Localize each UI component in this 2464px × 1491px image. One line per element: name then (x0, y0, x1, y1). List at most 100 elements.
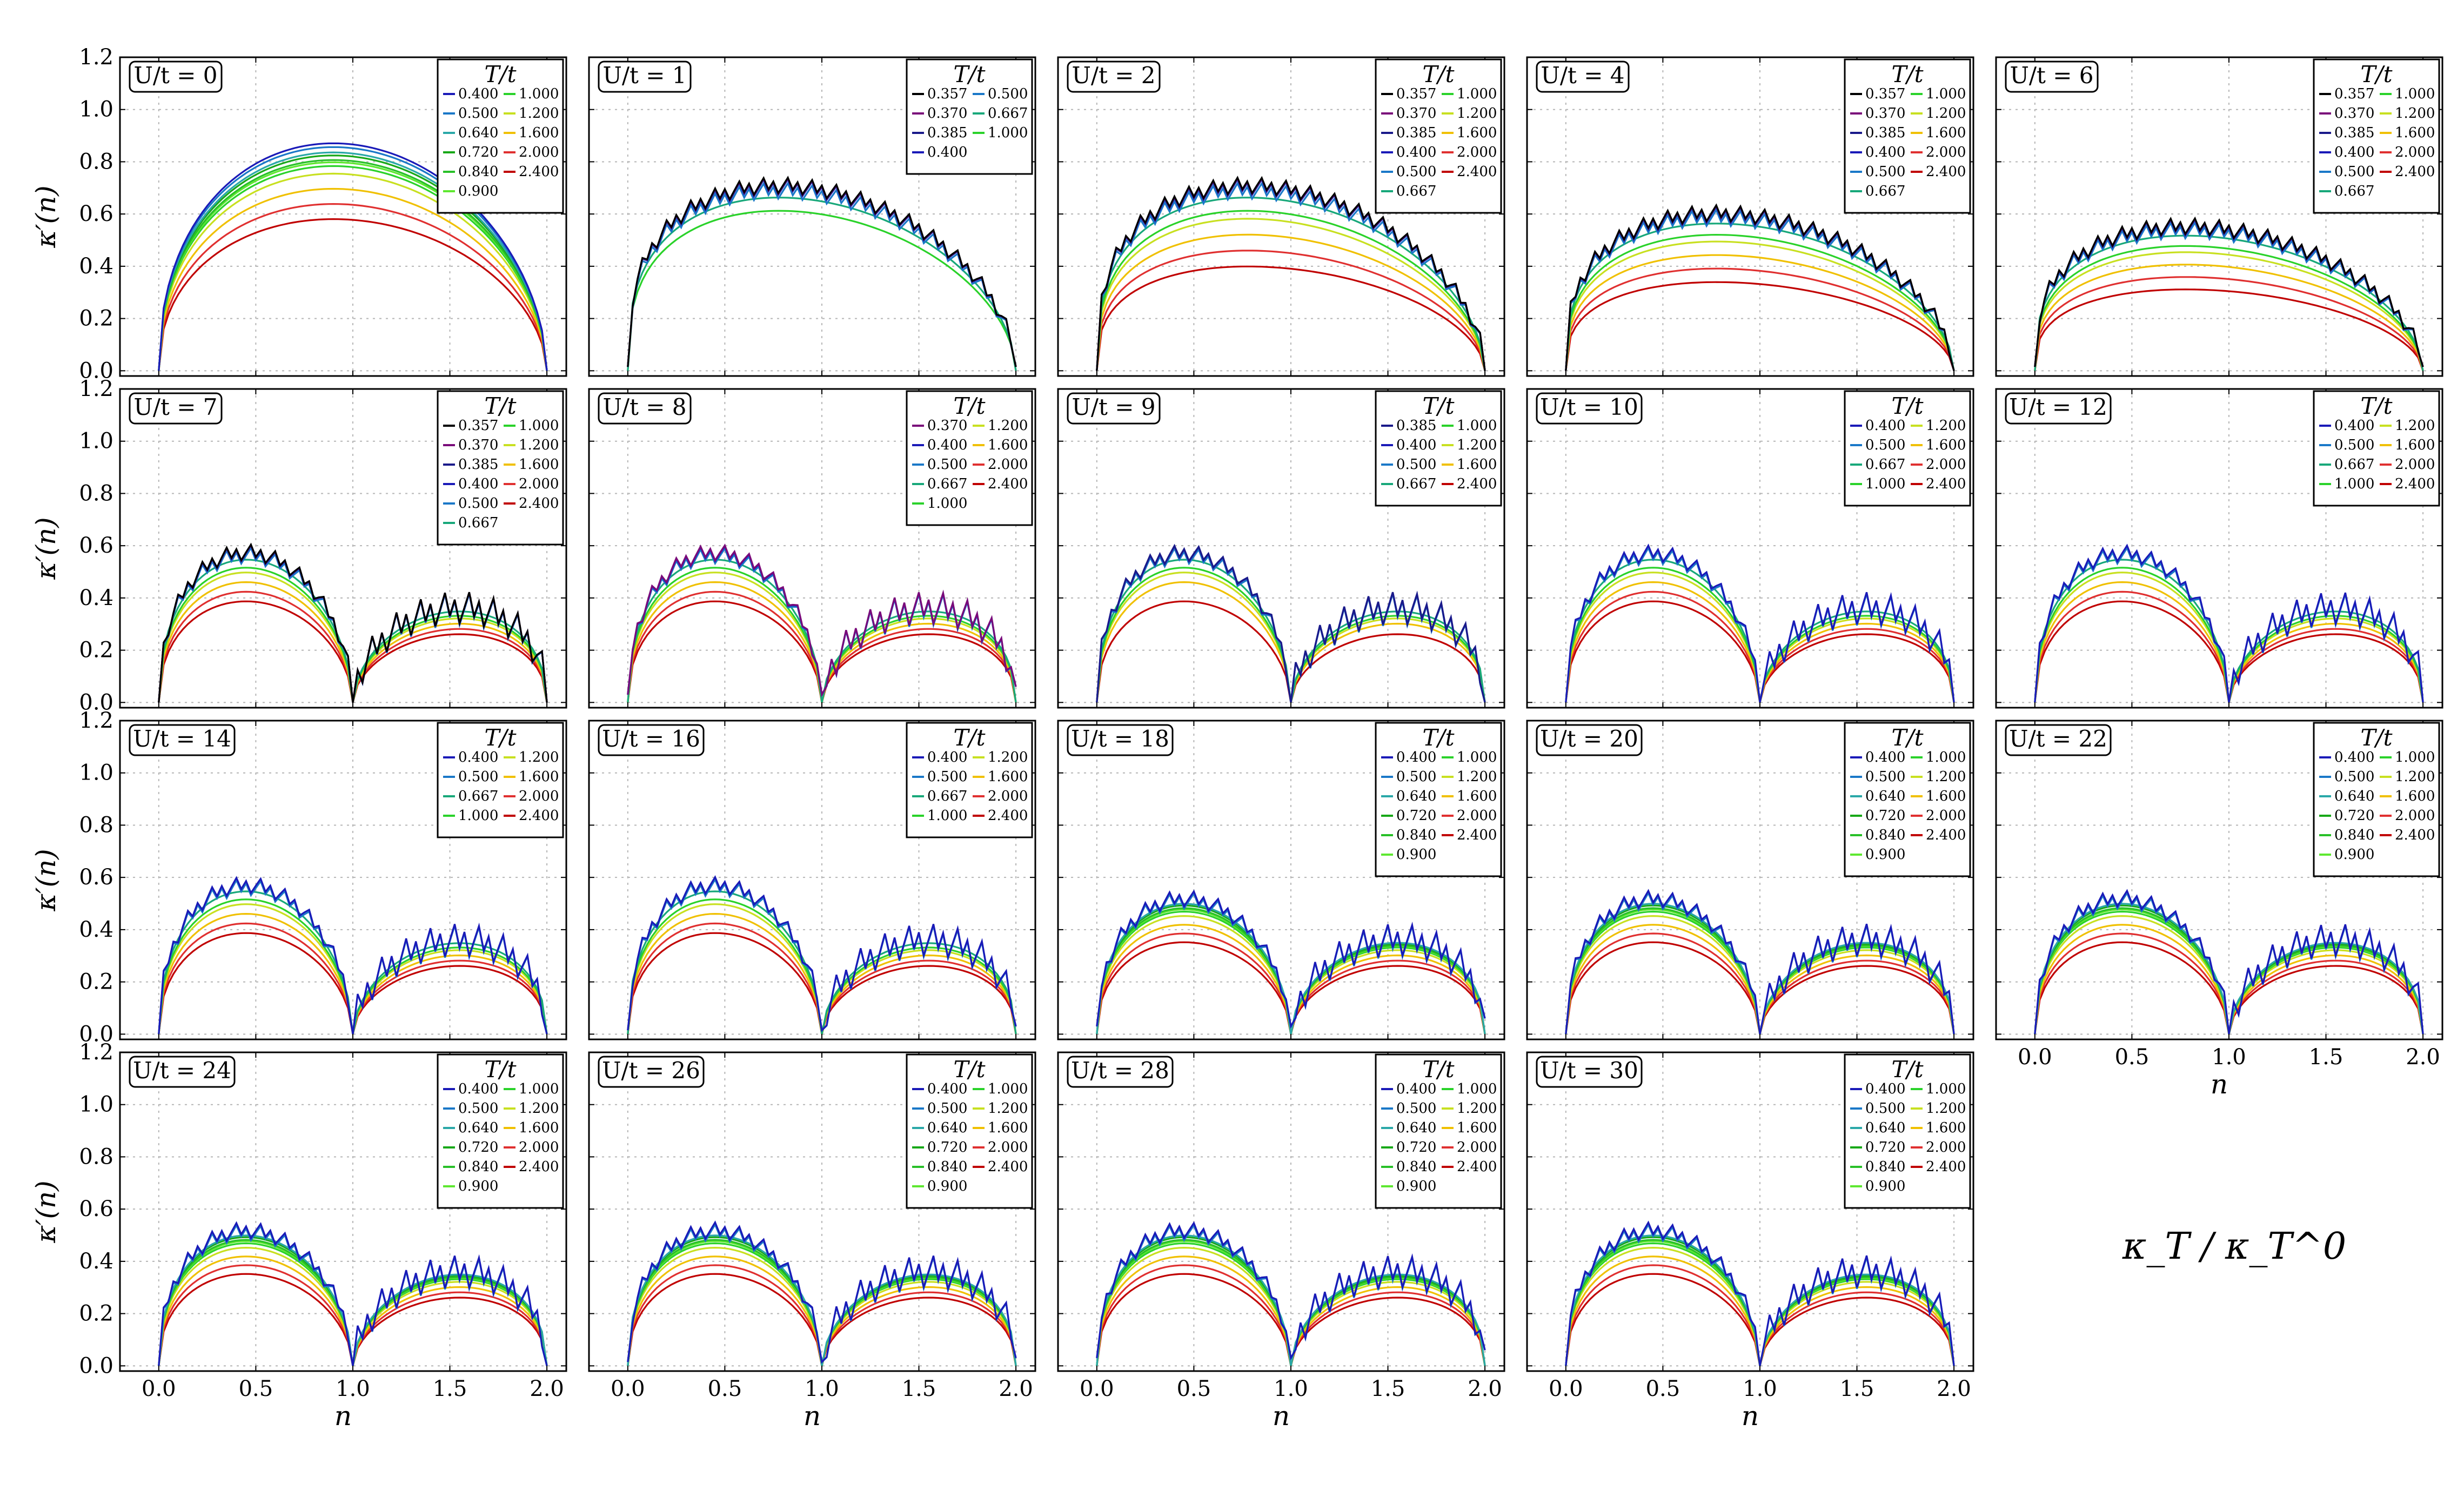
legend-entry: 2.000 (519, 144, 559, 160)
legend-entry: 1.600 (2395, 125, 2435, 141)
panel-7: 0.0 0.2 0.4 0.6 0.8 1.0 1.2 κ′(n) U/t = 7 T/t0.35… (30, 377, 567, 715)
legend-entry: 0.500 (988, 86, 1028, 102)
legend-entry: 0.385 (1396, 125, 1436, 141)
legend-entry: 0.385 (1396, 418, 1436, 434)
legend: T/t0.400 0.500 0.640 0.720 0.840 0.900 1.000 1.… (1375, 1053, 1502, 1209)
legend-entry: 1.200 (1926, 1100, 1966, 1117)
legend-entry: 1.000 (519, 418, 559, 434)
panel-14: 0.0 0.2 0.4 0.6 0.8 1.0 1.2 κ′(n) U/t = 14 T/t0.4… (30, 708, 567, 1046)
legend-entry: 1.200 (2395, 105, 2435, 122)
legend-entry: 0.400 (1396, 1081, 1436, 1097)
panel-label: U/t = 0 (129, 61, 223, 93)
plot-frame (1057, 720, 1505, 1040)
legend-entry: 0.400 (1396, 437, 1436, 453)
panels-group: 0.00.20.40.60.81.01.2κ′(n)U/t = 0 T/t0.40… (30, 45, 2443, 1432)
series-line-T0.840 (158, 1239, 548, 1366)
legend-title: T/t (2360, 724, 2392, 751)
legend-entry: 1.000 (2334, 476, 2374, 492)
legend-entry: 1.000 (519, 86, 559, 102)
legend-entry: 0.720 (927, 1139, 967, 1156)
panel-28: 0.0 0.5 1.0 1.5 2.0 n U/t = 28 T/t0.400 0.500 0.6… (1057, 1051, 1505, 1432)
legend: T/t0.400 0.500 0.667 1.000 1.200 1.600 2.000 2.… (906, 722, 1033, 838)
plot-frame (1995, 720, 2443, 1040)
panel-8: U/t = 8 T/t0.370 0.400 0.500 0.667 1.000 1.200… (588, 388, 1036, 709)
legend-entry: 2.400 (519, 495, 559, 512)
panel-label-text: U/t = 12 (2009, 394, 2107, 420)
legend-entry: 1.600 (519, 456, 559, 473)
legend-entry: 0.640 (927, 1120, 967, 1136)
series-line-T0.357 (1096, 176, 1486, 371)
legend-entry: 0.357 (458, 418, 498, 434)
legend-entry: 0.400 (2334, 749, 2374, 765)
series-line-T0.500 (627, 546, 1017, 697)
series-line-T2.000 (627, 922, 1017, 1035)
legend-entry: 2.000 (519, 1139, 559, 1156)
plot-frame (1526, 1051, 1974, 1372)
legend-entry: 2.400 (1457, 827, 1497, 843)
legend-entry: 0.667 (927, 788, 967, 804)
legend-entry: 0.667 (988, 105, 1028, 122)
legend-entry: 0.500 (1396, 1100, 1436, 1117)
legend-entry: 0.900 (2334, 847, 2374, 863)
legend-entry: 0.900 (1865, 847, 1905, 863)
plot-frame (1995, 56, 2443, 377)
legend-entry: 1.000 (1457, 749, 1497, 765)
legend-entry: 2.400 (519, 1159, 559, 1175)
legend-entry: 0.357 (927, 86, 967, 102)
xtick-label: 2.0 (2406, 1045, 2440, 1070)
ytick-label: 0.8 (79, 149, 113, 174)
legend-entry: 1.600 (1926, 788, 1966, 804)
legend-entry: 0.720 (1396, 808, 1436, 824)
legend-entry: 1.200 (519, 437, 559, 453)
legend: T/t0.400 0.500 0.667 1.000 1.200 1.600 2.000 2.… (2313, 390, 2440, 507)
legend-entry: 1.000 (1457, 418, 1497, 434)
ytick-label: 1.0 (79, 761, 113, 785)
legend-entry: 0.400 (458, 476, 498, 492)
legend-entry: 0.500 (2334, 164, 2374, 180)
legend-entry: 2.400 (988, 1159, 1028, 1175)
legend-title: T/t (1891, 1056, 1923, 1083)
series-line-T0.500 (158, 146, 548, 371)
legend-entry: 0.840 (927, 1159, 967, 1175)
legend-entry: 1.200 (988, 1100, 1028, 1117)
legend-title: T/t (1422, 724, 1454, 751)
legend-entry: 0.400 (2334, 144, 2374, 160)
series-line-T1.000 (1096, 210, 1486, 371)
legend-entry: 1.200 (1926, 418, 1966, 434)
legend-entry: 1.000 (1926, 749, 1966, 765)
legend: T/t0.357 0.370 0.385 0.400 0.500 0.667 1.000 1.… (1375, 58, 1502, 214)
legend-title: T/t (484, 393, 516, 419)
series-line-T0.900 (158, 161, 548, 371)
series-line-T2.000 (2034, 590, 2424, 703)
panel-label: U/t = 18 (1067, 724, 1174, 756)
legend: T/t0.400 0.500 0.640 0.720 0.840 0.900 1.000 1.… (1844, 1053, 1971, 1209)
xtick-label: 0.5 (1177, 1376, 1211, 1401)
panel-label-text: U/t = 18 (1071, 726, 1169, 752)
panel-22: 0.0 0.5 1.0 1.5 2.0 n U/t = 22 T/t0.400 0.500 0.6… (1995, 720, 2443, 1100)
legend-title: T/t (953, 393, 985, 419)
series-line-T2.400 (1565, 281, 1955, 371)
panel-label: U/t = 30 (1536, 1056, 1643, 1088)
xtick-label: 0.5 (2115, 1045, 2150, 1070)
legend-entry: 1.000 (988, 125, 1028, 141)
legend-title: T/t (1891, 61, 1923, 88)
panel-label: U/t = 16 (598, 724, 705, 756)
ytick-label: 0.6 (79, 865, 113, 890)
legend-entry: 0.400 (1396, 144, 1436, 160)
panel-2: U/t = 2 T/t0.357 0.370 0.385 0.400 0.500 0.667… (1057, 56, 1505, 377)
legend-title: T/t (484, 61, 516, 88)
plot-frame (588, 720, 1036, 1040)
series-line-T1.600 (158, 187, 548, 371)
panel-label-text: U/t = 28 (1071, 1057, 1169, 1084)
ytick-label: 0.6 (79, 202, 113, 226)
xtick-label: 0.0 (2018, 1045, 2052, 1070)
ytick-label: 0.4 (79, 254, 113, 279)
panel-18: U/t = 18 T/t0.400 0.500 0.640 0.720 0.840 0.90… (1057, 720, 1505, 1040)
plot-frame (1995, 388, 2443, 709)
legend-entry: 0.400 (458, 1081, 498, 1097)
legend-entry: 1.200 (988, 749, 1028, 765)
legend-entry: 0.667 (1865, 183, 1905, 199)
legend-entry: 2.000 (1926, 144, 1966, 160)
plot-frame (119, 720, 567, 1040)
ytick-label: 0.2 (79, 1301, 113, 1326)
